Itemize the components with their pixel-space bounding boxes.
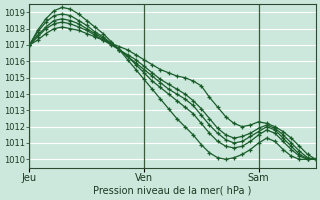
X-axis label: Pression niveau de la mer( hPa ): Pression niveau de la mer( hPa ) [93, 186, 252, 196]
